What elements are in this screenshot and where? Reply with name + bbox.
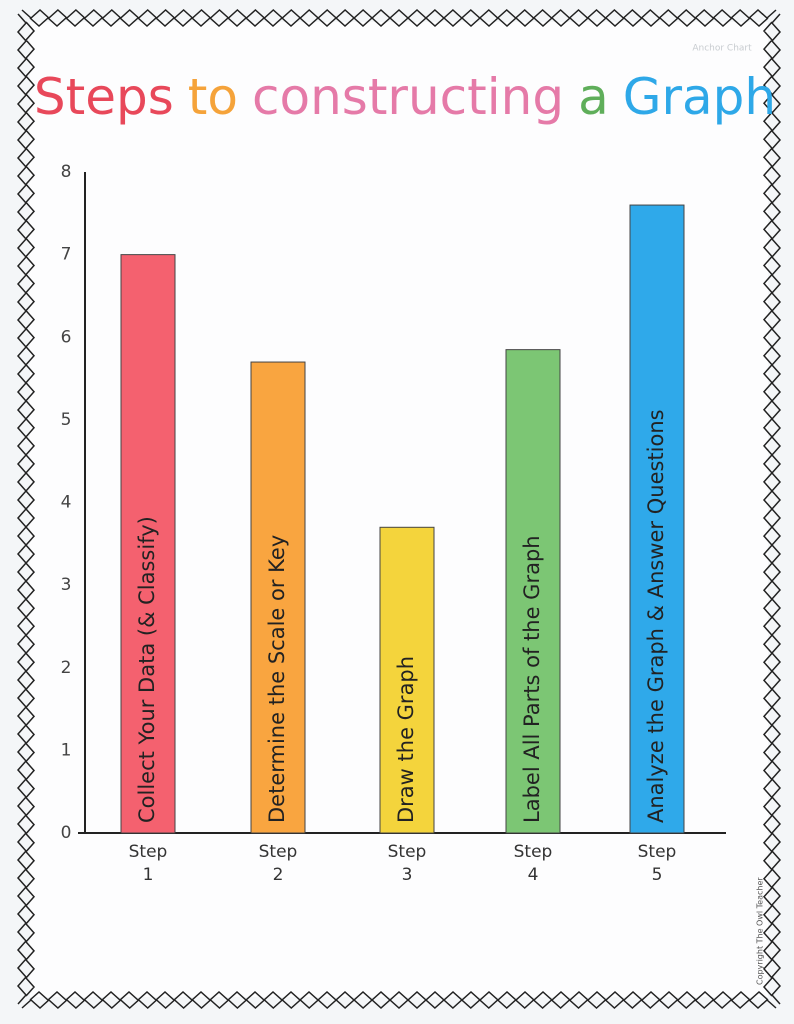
bar-label: Label All Parts of the Graph [520,535,544,823]
border-zigzag [29,990,769,1002]
border-zigzag [21,998,777,1010]
y-tick-label: 8 [61,162,72,182]
y-tick-label: 2 [61,658,72,678]
chart-title: Steps to constructing a Graph [34,68,776,126]
bar-label: Determine the Scale or Key [265,535,289,823]
title-word: Steps [34,68,174,126]
title-word: Graph [623,68,776,126]
title-word: to [188,68,238,126]
x-tick-label: Step 2 [258,842,298,885]
bar [120,254,176,834]
y-tick-label: 0 [61,823,72,843]
bar [379,526,435,834]
x-tick-label: Step 5 [637,842,677,885]
y-tick-label: 7 [61,245,72,265]
border-zigzag [29,16,769,28]
border-zigzag [21,8,777,20]
title-word: a [578,68,609,126]
bar [629,204,685,834]
border-zigzag [24,21,36,997]
bar-label: Analyze the Graph & Answer Questions [644,409,668,823]
annotation: Anchor Chart [692,44,752,54]
copyright: Copyright The Owl Teacher [756,877,765,985]
bar [250,361,306,834]
y-tick-label: 4 [61,493,72,513]
x-tick-label: Step 3 [387,842,427,885]
border-zigzag [762,21,774,997]
bar-label: Draw the Graph [394,656,418,823]
y-tick-label: 6 [61,327,72,347]
y-tick-label: 3 [61,575,72,595]
y-tick-label: 5 [61,410,72,430]
x-tick-label: Step 4 [513,842,553,885]
title-word: constructing [252,68,564,126]
bar [505,349,561,834]
zigzag-border [16,8,782,1010]
x-tick-label: Step 1 [128,842,168,885]
y-tick-label: 1 [61,740,72,760]
bar-label: Collect Your Data (& Classify) [135,516,159,823]
